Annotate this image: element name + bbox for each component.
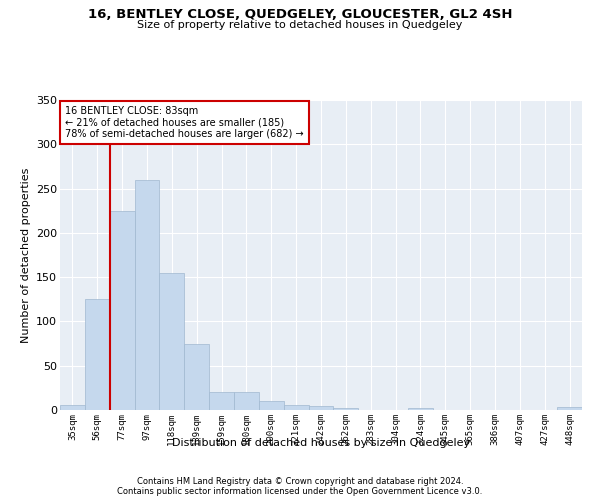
Y-axis label: Number of detached properties: Number of detached properties — [20, 168, 31, 342]
Text: 16, BENTLEY CLOSE, QUEDGELEY, GLOUCESTER, GL2 4SH: 16, BENTLEY CLOSE, QUEDGELEY, GLOUCESTER… — [88, 8, 512, 20]
Bar — [334, 408, 358, 410]
Text: Size of property relative to detached houses in Quedgeley: Size of property relative to detached ho… — [137, 20, 463, 30]
Bar — [234, 392, 259, 410]
Bar — [284, 404, 308, 410]
Bar — [85, 300, 110, 410]
Text: 16 BENTLEY CLOSE: 83sqm
← 21% of detached houses are smaller (185)
78% of semi-d: 16 BENTLEY CLOSE: 83sqm ← 21% of detache… — [65, 106, 304, 140]
Text: Contains public sector information licensed under the Open Government Licence v3: Contains public sector information licen… — [118, 486, 482, 496]
Bar — [308, 406, 334, 410]
Bar — [60, 404, 85, 410]
Bar — [184, 344, 209, 410]
Text: Distribution of detached houses by size in Quedgeley: Distribution of detached houses by size … — [172, 438, 470, 448]
Bar — [160, 272, 184, 410]
Bar — [209, 392, 234, 410]
Bar — [134, 180, 160, 410]
Text: Contains HM Land Registry data © Crown copyright and database right 2024.: Contains HM Land Registry data © Crown c… — [137, 476, 463, 486]
Bar — [557, 408, 582, 410]
Bar — [259, 401, 284, 410]
Bar — [110, 210, 134, 410]
Bar — [408, 408, 433, 410]
